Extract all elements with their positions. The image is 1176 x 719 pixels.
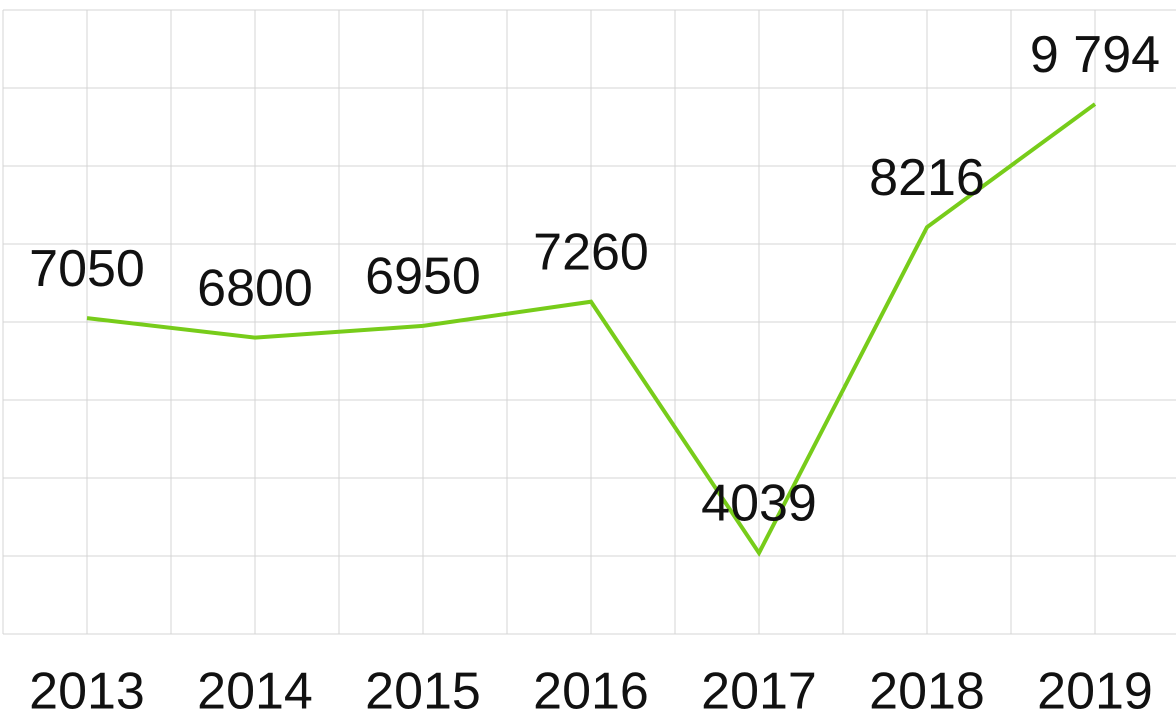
data-label: 4039 bbox=[701, 475, 817, 533]
data-label: 7260 bbox=[533, 223, 649, 281]
data-line bbox=[86, 102, 1097, 557]
data-label: 7050 bbox=[29, 240, 145, 298]
x-tick-label: 2017 bbox=[701, 663, 817, 719]
data-label: 9 794 bbox=[1030, 26, 1160, 84]
x-tick-label: 2013 bbox=[29, 663, 145, 719]
x-tick-label: 2018 bbox=[869, 663, 985, 719]
x-tick-label: 2014 bbox=[197, 663, 313, 719]
data-label: 6950 bbox=[365, 248, 481, 306]
x-tick-label: 2015 bbox=[365, 663, 481, 719]
data-label: 8216 bbox=[869, 149, 985, 207]
x-tick-label: 2016 bbox=[533, 663, 649, 719]
data-label: 6800 bbox=[197, 259, 313, 317]
x-tick-label: 2019 bbox=[1037, 663, 1153, 719]
